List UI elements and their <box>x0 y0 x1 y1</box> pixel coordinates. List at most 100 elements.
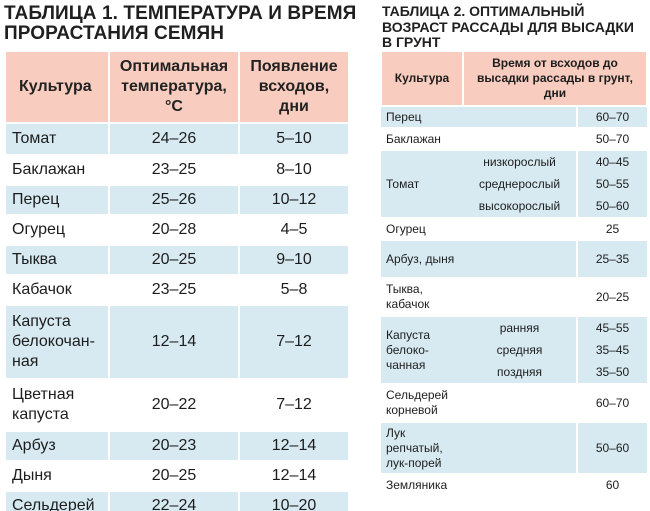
table-row: Земляника 60 <box>381 473 647 497</box>
crop-cell: Перец <box>4 184 110 216</box>
seedling-days-cell: 60 <box>576 473 647 497</box>
emergence-days-cell: 5–10 <box>238 122 350 156</box>
variety-cell <box>463 277 577 317</box>
seedling-days-cell: 25–35 <box>576 239 647 279</box>
column-header-emergence-days: Появление всходов, дни <box>238 50 350 124</box>
crop-cell: Сельдерей корневой <box>381 383 463 423</box>
crop-cell: Лук репчатый, лук-порей <box>381 421 463 475</box>
table-row: Цветная капуста 20–22 7–12 <box>4 378 350 432</box>
seedling-days-cell: 50–60 <box>576 421 647 475</box>
emergence-days-cell: 12–14 <box>238 460 350 492</box>
table-header-row: Культура Время от всходов до высадки рас… <box>380 50 648 107</box>
table-row: Сельдерей корневой 60–70 <box>381 383 647 423</box>
crop-cell: Дыня <box>4 460 110 492</box>
temperature-cell: 23–25 <box>108 154 240 186</box>
seedling-days-cell: 20–25 <box>576 277 647 317</box>
table-row: Арбуз 20–23 12–14 <box>4 430 350 462</box>
variety-label: средняя <box>496 343 543 357</box>
table-row: Сельдерей 22–24 10–20 <box>4 490 350 511</box>
crop-cell: Цветная капуста <box>4 378 110 432</box>
column-header-seedling-days: Время от всходов до высадки рассады в гр… <box>462 50 648 107</box>
days-value: 45–55 <box>595 321 630 335</box>
table-row: Баклажан 23–25 8–10 <box>4 154 350 186</box>
days-value: 50–60 <box>595 199 630 213</box>
crop-cell: Тыква, кабачок <box>381 277 463 317</box>
crop-cell: Сельдерей <box>4 490 110 511</box>
variety-cell: низкорослый среднерослый высокорослый <box>463 149 577 219</box>
table1-title: ТАБЛИЦА 1. ТЕМПЕРАТУРА И ВРЕМЯ ПРОРАСТАН… <box>4 3 357 44</box>
crop-cell: Кабачок <box>4 274 110 306</box>
seedling-days-cell: 40–45 50–55 50–60 <box>576 149 647 219</box>
table-row: Баклажан 50–70 <box>381 127 647 151</box>
table-row: Капуста белоко-чанная ранняя средняя поздня… <box>381 315 647 385</box>
table-row: Томат низкорослый среднерослый высокорослый… <box>381 149 647 219</box>
table-row: Тыква 20–25 9–10 <box>4 244 350 276</box>
emergence-days-cell: 8–10 <box>238 154 350 186</box>
temperature-cell: 20–23 <box>108 430 240 462</box>
table-row: Перец 60–70 <box>381 105 647 129</box>
days-value: 60 <box>605 477 620 492</box>
temperature-cell: 24–26 <box>108 122 240 156</box>
emergence-days-cell: 10–20 <box>238 490 350 511</box>
crop-cell: Огурец <box>381 217 463 241</box>
temperature-cell: 20–25 <box>108 244 240 276</box>
temperature-cell: 20–25 <box>108 460 240 492</box>
crop-cell: Огурец <box>4 214 110 246</box>
variety-cell: ранняя средняя поздняя <box>463 315 577 385</box>
table-row: Огурец 25 <box>381 217 647 241</box>
table-row: Капуста белокочан-ная 12–14 7–12 <box>4 304 350 380</box>
days-value: 25 <box>605 221 620 236</box>
crop-cell: Баклажан <box>4 154 110 186</box>
crop-cell: Земляника <box>381 473 463 497</box>
variety-cell <box>463 473 577 497</box>
variety-cell <box>463 217 577 241</box>
days-value: 60–70 <box>595 395 630 410</box>
temperature-cell: 23–25 <box>108 274 240 306</box>
days-value: 40–45 <box>595 155 630 169</box>
variety-cell <box>463 421 577 475</box>
variety-label: ранняя <box>499 321 540 335</box>
variety-label: поздняя <box>497 365 542 379</box>
crop-cell: Томат <box>381 149 463 219</box>
seedling-days-cell: 60–70 <box>576 105 647 129</box>
days-value: 35–50 <box>595 365 630 379</box>
crop-cell: Капуста белокочан-ная <box>4 304 110 380</box>
table-header-row: Культура Оптимальная температура, °С Поя… <box>4 50 350 124</box>
days-value: 35–45 <box>595 343 630 357</box>
emergence-days-cell: 7–12 <box>238 378 350 432</box>
column-header-temperature: Оптимальная температура, °С <box>108 50 240 124</box>
table-row: Перец 25–26 10–12 <box>4 184 350 216</box>
days-value: 20–25 <box>595 289 630 304</box>
germination-table: Культура Оптимальная температура, °С Поя… <box>4 50 350 511</box>
crop-cell: Перец <box>381 105 463 129</box>
crop-cell: Баклажан <box>381 127 463 151</box>
temperature-cell: 25–26 <box>108 184 240 216</box>
days-value: 25–35 <box>595 251 630 266</box>
table-row: Кабачок 23–25 5–8 <box>4 274 350 306</box>
crop-cell: Тыква <box>4 244 110 276</box>
temperature-cell: 20–28 <box>108 214 240 246</box>
seedling-days-cell: 25 <box>576 217 647 241</box>
days-value: 50–55 <box>595 177 630 191</box>
days-value: 60–70 <box>595 109 630 124</box>
emergence-days-cell: 10–12 <box>238 184 350 216</box>
temperature-cell: 22–24 <box>108 490 240 511</box>
temperature-cell: 20–22 <box>108 378 240 432</box>
seedling-age-table: Культура Время от всходов до высадки рас… <box>380 50 648 497</box>
variety-cell <box>463 127 577 151</box>
table-row: Огурец 20–28 4–5 <box>4 214 350 246</box>
table-row: Томат 24–26 5–10 <box>4 122 350 156</box>
table-row: Лук репчатый, лук-порей 50–60 <box>381 421 647 475</box>
days-value: 50–60 <box>595 440 630 455</box>
table-row: Дыня 20–25 12–14 <box>4 460 350 492</box>
table2-title: ТАБЛИЦА 2. ОПТИМАЛЬНЫЙ ВОЗРАСТ РАССАДЫ Д… <box>382 3 634 50</box>
crop-cell: Капуста белоко-чанная <box>381 315 463 385</box>
days-value: 50–70 <box>595 131 630 146</box>
emergence-days-cell: 7–12 <box>238 304 350 380</box>
seedling-days-cell: 45–55 35–45 35–50 <box>576 315 647 385</box>
seedling-days-cell: 60–70 <box>576 383 647 423</box>
variety-label: среднерослый <box>478 177 561 191</box>
variety-cell <box>463 105 577 129</box>
temperature-cell: 12–14 <box>108 304 240 380</box>
column-header-crop: Культура <box>4 50 110 124</box>
